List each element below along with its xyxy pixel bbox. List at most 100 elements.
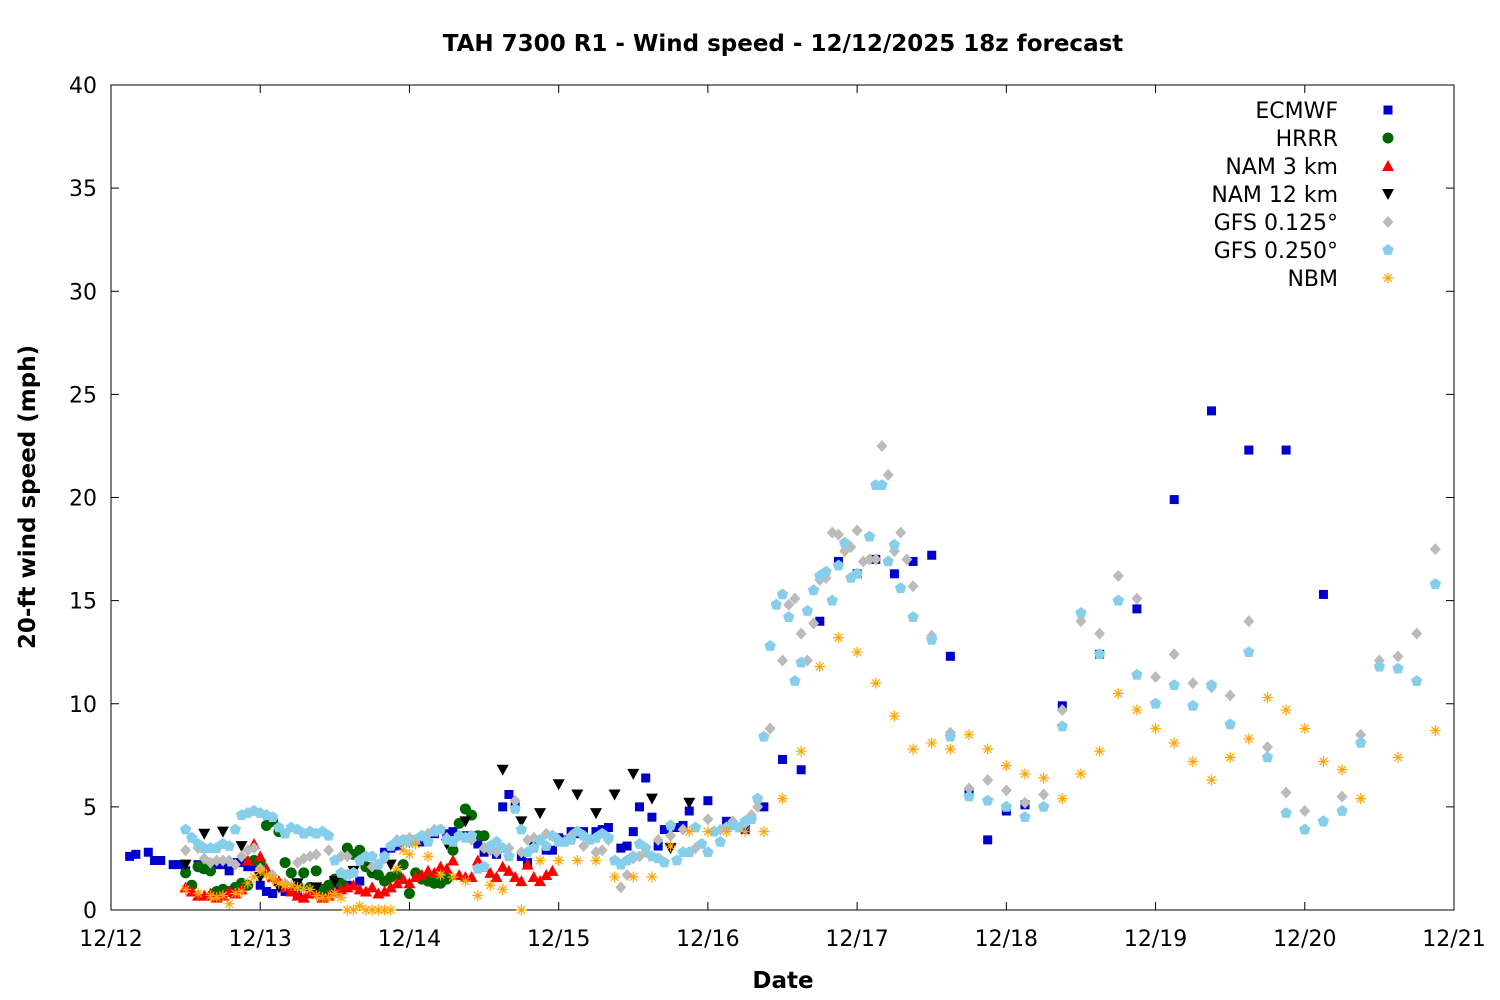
data-point [926,633,938,645]
data-point [851,524,863,537]
data-point [223,840,235,851]
data-point [391,877,404,889]
data-point [1299,805,1311,817]
data-point [689,821,702,833]
data-point [1187,756,1199,767]
data-point [448,827,458,837]
data-point [889,569,899,579]
data-point [963,790,975,802]
data-point [360,904,372,916]
data-point [1187,699,1199,711]
data-point [385,904,397,916]
data-point [672,823,682,832]
legend-marker [1382,132,1394,144]
data-point [758,730,770,742]
data-point [677,823,689,836]
data-point [770,598,782,610]
data-point [217,890,229,902]
data-point [1224,751,1236,763]
data-point [180,883,192,895]
data-point [1019,768,1031,780]
data-point [684,806,694,816]
data-point [471,854,484,866]
axis-ticks: 12/12 12/13 12/14 12/15 12/16 12/17 12/18 12/19… [69,74,1486,952]
data-point [279,879,291,891]
data-point [1168,648,1180,661]
data-point [1150,723,1162,734]
series-gfs-0-250- [179,479,1442,880]
data-point [459,816,472,828]
data-point [260,869,272,881]
data-point [329,888,341,899]
data-point [609,871,621,883]
data-point [540,868,553,880]
data-point [795,656,807,668]
data-point [359,885,372,897]
data-point [310,848,322,861]
data-point [1205,679,1218,690]
data-point [473,839,483,849]
data-point [204,865,216,877]
legend-marker [1382,189,1394,200]
data-point [801,604,814,616]
data-point [1131,704,1143,716]
data-point [1019,796,1031,809]
data-point [863,530,876,542]
data-point [777,793,788,805]
data-point [410,838,422,850]
data-point [1207,406,1217,416]
data-point [864,553,876,566]
data-point [397,859,409,871]
data-point [764,640,776,651]
legend-label: NAM 12 km [1211,183,1338,208]
chart-title: TAH 7300 R1 - Wind speed - 12/12/2025 18… [443,31,1124,57]
data-point [983,835,993,845]
y-tick-label: 10 [69,693,97,718]
data-point [777,654,788,667]
x-axis-label: Date [752,968,813,994]
data-point [963,729,975,741]
data-point [1093,648,1106,660]
data-point [908,556,918,566]
data-point [796,765,806,775]
data-point [714,835,726,847]
y-tick-label: 25 [69,383,97,408]
data-point [1224,689,1236,702]
data-point [397,844,409,856]
data-point [1261,741,1273,754]
data-point [384,859,397,871]
data-point [515,875,528,887]
data-point [1261,751,1274,763]
data-point [982,794,994,806]
data-point [608,789,621,801]
data-point [179,823,192,835]
data-point [179,859,192,871]
legend-marker [1382,216,1394,228]
data-point [497,842,509,853]
data-point [347,866,360,878]
data-point [546,864,559,876]
data-point [540,840,552,851]
data-point [316,892,328,904]
data-point [671,854,683,866]
data-point [341,850,353,863]
data-point [646,871,658,883]
data-point [528,842,540,853]
data-point [703,796,713,806]
data-point [372,904,384,916]
data-point [254,865,266,877]
data-point [571,789,584,801]
data-point [1075,768,1087,780]
data-point [241,854,254,866]
data-point [1168,737,1180,749]
data-point [808,617,820,630]
data-point [285,867,297,879]
data-point [1206,774,1218,786]
data-point [1132,604,1142,614]
data-point [658,856,671,868]
data-point [204,890,216,902]
data-point [590,855,602,866]
y-tick-label: 5 [83,796,97,821]
data-point [1169,495,1179,505]
y-tick-label: 30 [69,280,97,305]
